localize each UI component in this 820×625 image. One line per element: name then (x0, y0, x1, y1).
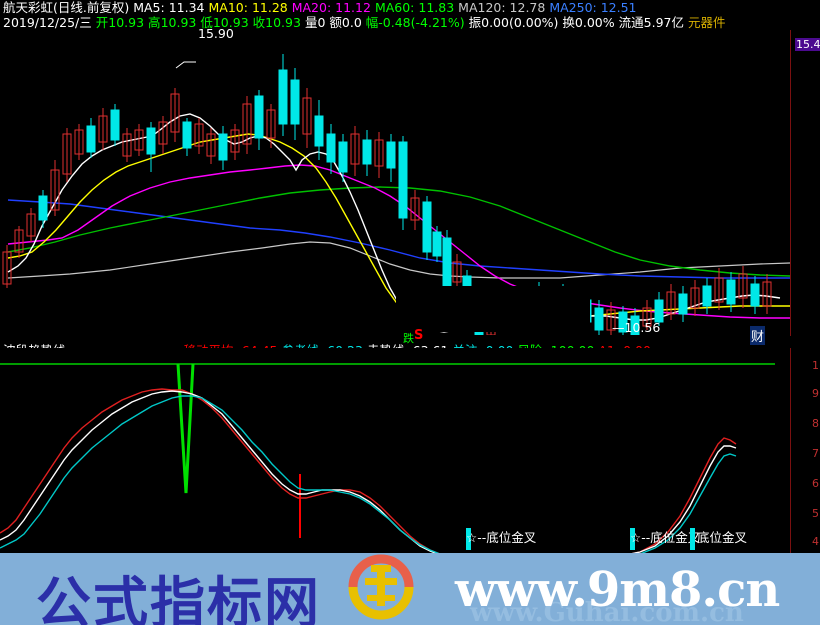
indicator-chart-panel[interactable] (0, 348, 820, 560)
golden-cross-label-2: ☆--底位金叉 (630, 530, 701, 545)
watermark-site-name: 公式指标网 (36, 571, 322, 625)
amount-label: 额 (329, 15, 342, 30)
open-value: 10.93 (108, 15, 145, 30)
watermark-ghost-url: www.Guhai.com.cn (470, 598, 744, 625)
header-line-quote: 2019/12/25/三 开10.93 高10.93 低10.93 收10.93… (3, 15, 817, 30)
ma20-line (7, 164, 790, 319)
ma60-label: MA60: (374, 0, 415, 15)
golden-cross-bar-3 (690, 528, 695, 550)
indicator-cyan-line (0, 395, 737, 559)
change-value: -0.48(-4.21%) (378, 15, 465, 30)
float-value: 5.97亿 (643, 15, 684, 30)
ma250-value: 12.51 (600, 0, 637, 15)
high-leader-line (175, 61, 196, 69)
ma20-value: 11.12 (335, 0, 371, 15)
open-label: 开 (95, 15, 109, 30)
close-value: 10.93 (265, 15, 301, 30)
sell-signal-marker: S (414, 328, 424, 343)
ma60-line (7, 186, 791, 277)
turnover-value: 0.00% (574, 15, 615, 30)
low-value: 10.93 (212, 15, 249, 30)
indicator-axis-label-6: 4 (812, 535, 819, 548)
high-price-annotation: 15.90 (198, 26, 234, 41)
indicator-axis-line (790, 348, 791, 553)
golden-cross-label-1: ☆--底位金叉 (466, 530, 537, 545)
ma60-value: 11.83 (418, 0, 455, 15)
ma10-value: 11.28 (251, 0, 288, 15)
golden-cross-bar-2 (630, 528, 635, 550)
change-label: 幅 (365, 15, 379, 30)
ma250-label: MA250: (549, 0, 597, 15)
high-value: 10.93 (160, 15, 197, 30)
low-price-annotation: —10.56 (612, 320, 661, 335)
float-label: 流通 (618, 15, 644, 30)
indicator-axis-label-0: 1 (812, 359, 819, 372)
price-axis-line (790, 30, 791, 336)
current-price-tag: 15.4 (795, 38, 820, 51)
sector-label[interactable]: 元器件 (687, 15, 726, 30)
quote-date: 2019/12/25/三 (3, 15, 92, 30)
ma5-value: 11.34 (168, 0, 205, 15)
amplitude-value: 0.00(0.00%) (481, 15, 559, 30)
volume-value: 0 (317, 15, 326, 30)
indicator-axis-label-1: 9 (812, 387, 819, 400)
close-label: 收 (252, 15, 266, 30)
indicator-axis-label-4: 6 (812, 477, 819, 490)
stock-name[interactable]: 航天彩虹(日线.前复权) (3, 0, 130, 15)
indicator-axis-label-5: 5 (812, 507, 819, 520)
quote-header: 航天彩虹(日线.前复权) MA5: 11.34 MA10: 11.28 MA20… (3, 0, 817, 30)
header-line-ma: 航天彩虹(日线.前复权) MA5: 11.34 MA10: 11.28 MA20… (3, 0, 817, 15)
indicator-white-line (0, 390, 737, 559)
fall-marker: 跌 (403, 330, 414, 346)
ma120-label: MA120: (458, 0, 506, 15)
cai-marker: 财 (750, 326, 766, 345)
golden-cross-label-3: 底位金叉 (697, 530, 748, 545)
low-label: 低 (200, 15, 213, 30)
ma120-line (7, 199, 790, 279)
volume-label: 量 (304, 15, 318, 30)
amplitude-label: 振 (468, 15, 482, 30)
ma5-label: MA5: (133, 0, 165, 15)
green-spike-marker (176, 363, 195, 494)
indicator-axis-label-2: 8 (812, 417, 819, 430)
watermark-url: www.9m8.cn (455, 562, 780, 618)
ma250-line (7, 241, 791, 279)
ma120-value: 12.78 (509, 0, 546, 15)
site-logo-icon (348, 554, 414, 620)
ma10-label: MA10: (208, 0, 248, 15)
amount-value: 0.0 (341, 15, 362, 30)
indicator-axis-label-3: 7 (812, 447, 819, 460)
ma20-label: MA20: (291, 0, 332, 15)
indicator-red-line (0, 388, 737, 559)
turnover-label: 换 (562, 15, 575, 30)
high-label: 高 (148, 15, 161, 30)
golden-cross-bar-1 (466, 528, 471, 550)
chart-occlusion-box (396, 286, 590, 332)
